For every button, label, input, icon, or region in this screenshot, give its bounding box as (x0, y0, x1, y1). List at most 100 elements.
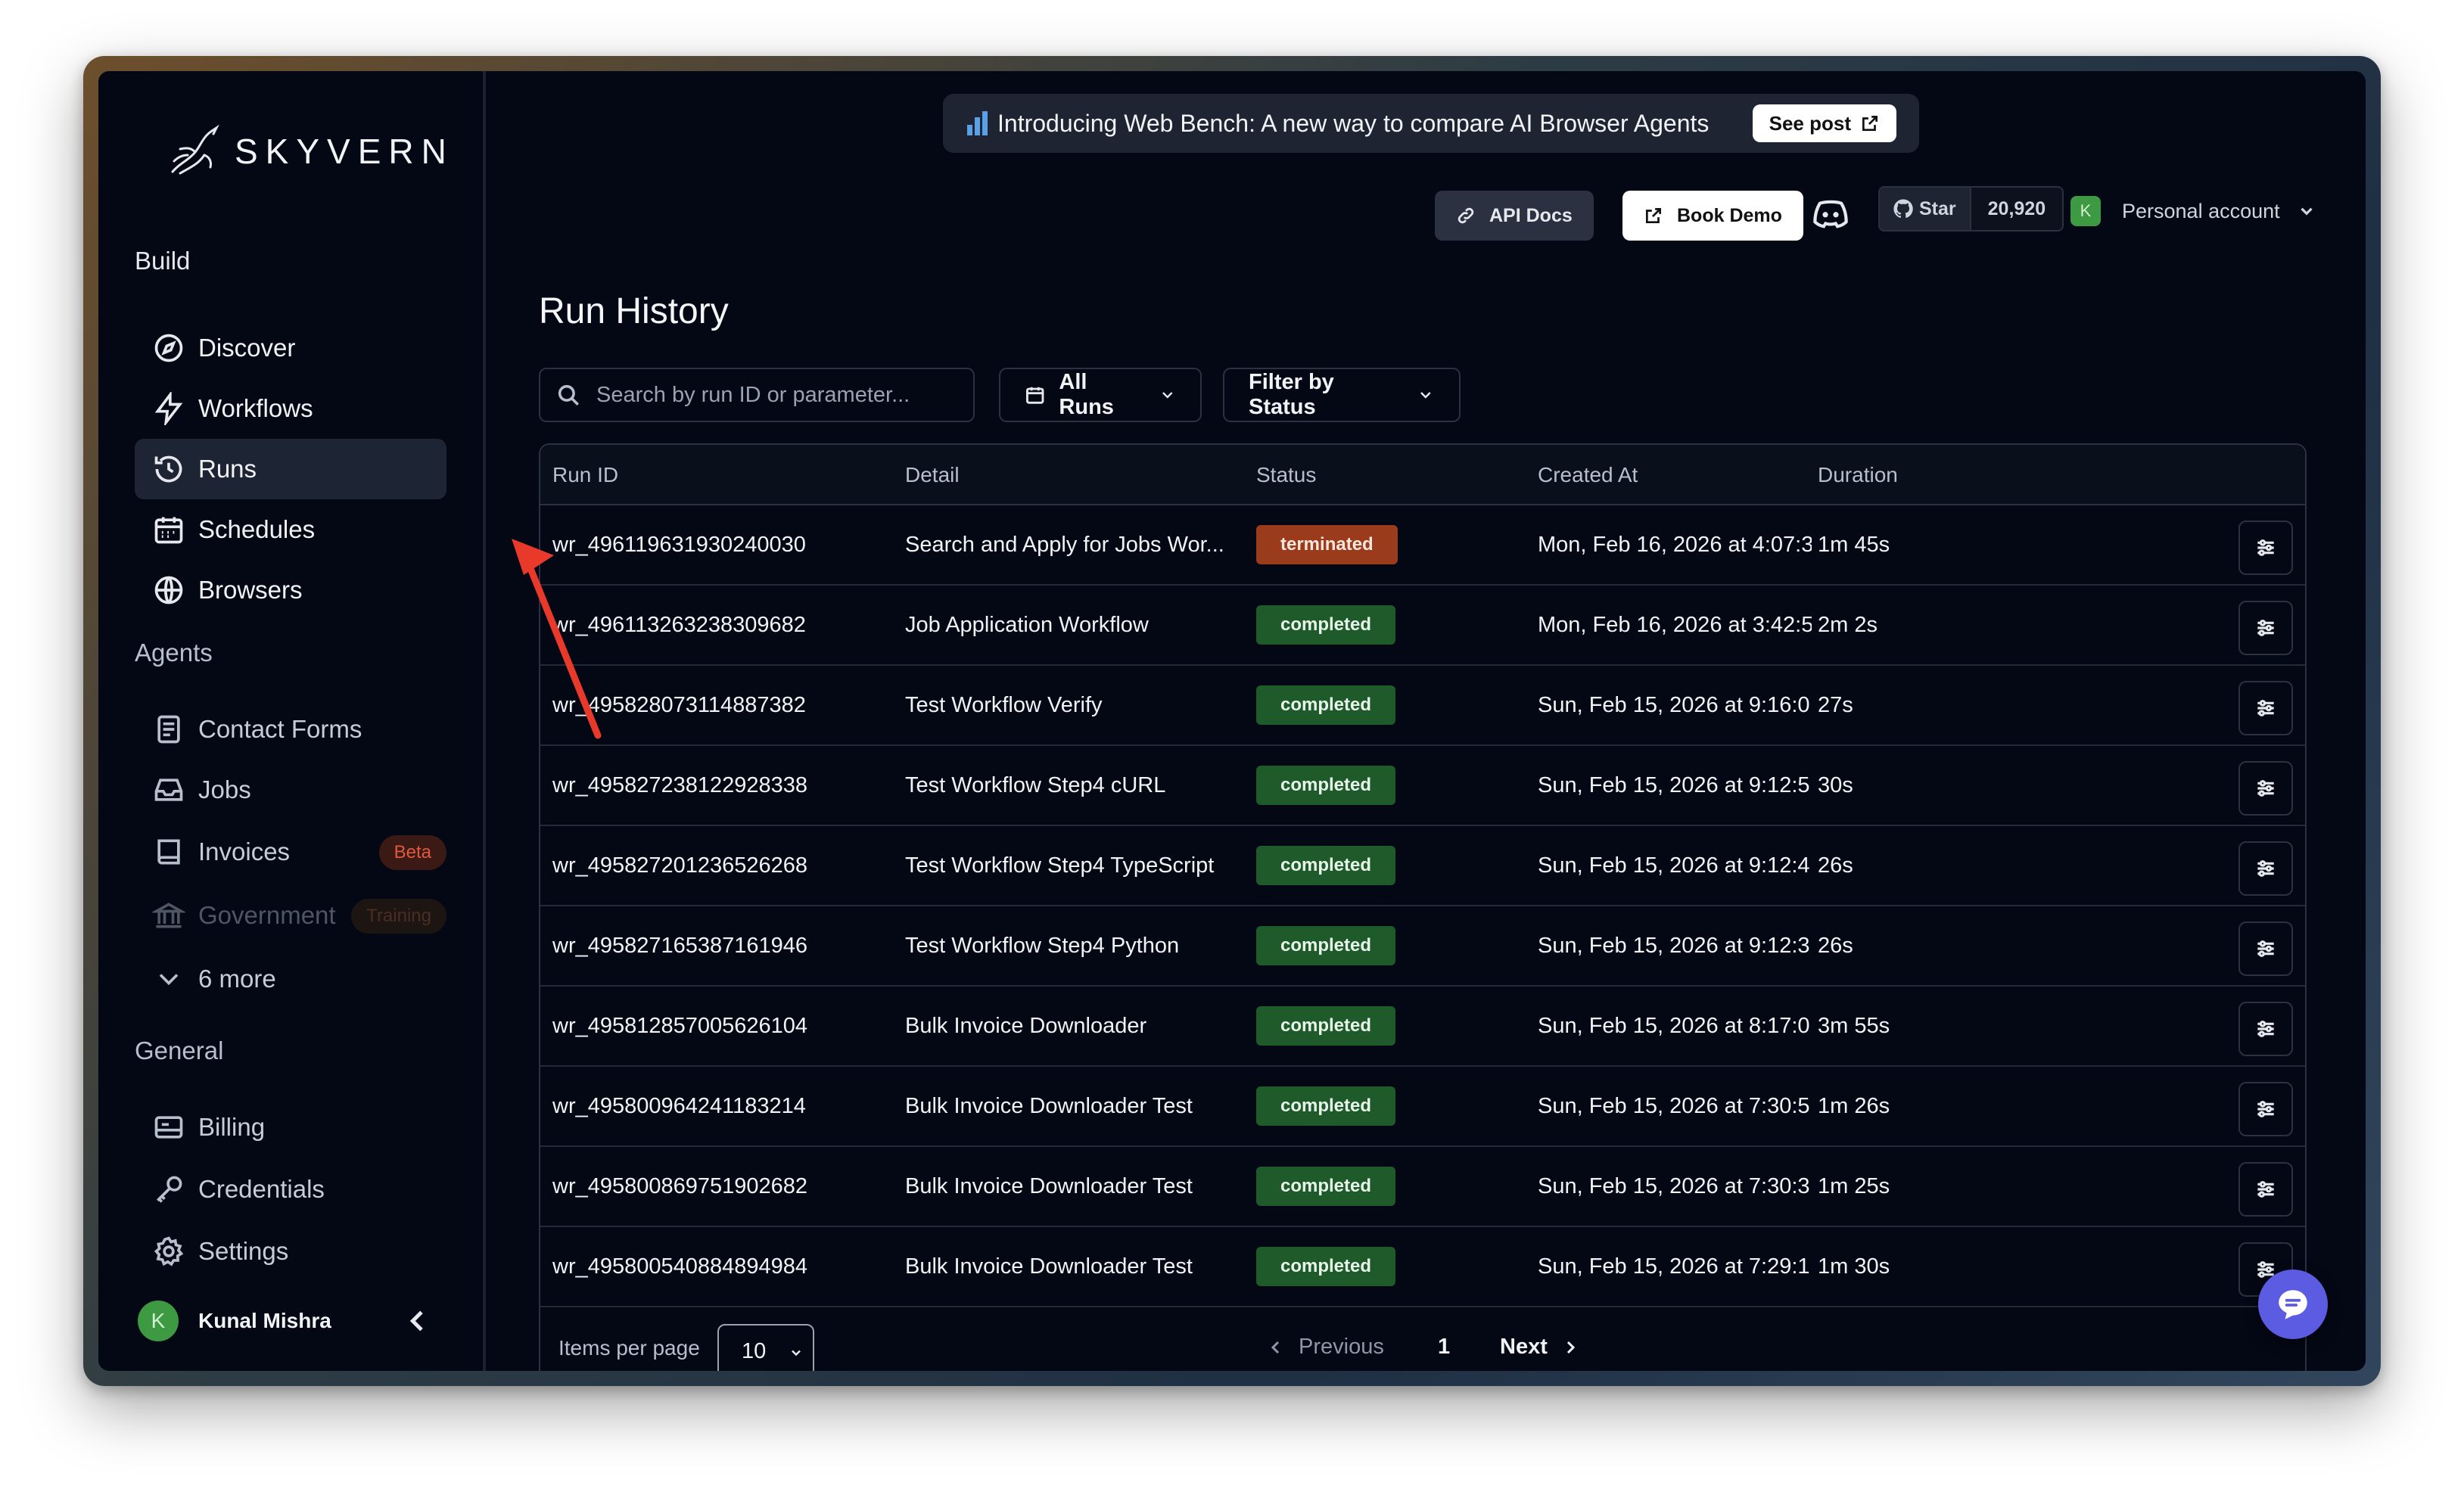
sidebar-item-credentials[interactable]: Credentials (135, 1159, 446, 1220)
created-at-cell: Sun, Feb 15, 2026 at 9:12:4 (1538, 853, 1810, 878)
account-switcher[interactable]: K Personal account (2070, 192, 2316, 230)
sidebar-item-contact-forms[interactable]: Contact Forms (135, 699, 446, 760)
detail-cell: Test Workflow Verify (905, 692, 1103, 717)
chevron-right-icon (1566, 1341, 1575, 1353)
table-row[interactable]: wr_495827201236526268 Test Workflow Step4… (540, 826, 2305, 906)
run-id-cell[interactable]: wr_495812857005626104 (552, 1013, 808, 1038)
discord-icon[interactable] (1807, 191, 1854, 238)
book-demo-label: Book Demo (1677, 204, 1782, 226)
search-box[interactable] (539, 368, 975, 422)
github-star-button[interactable]: Star (1880, 188, 1970, 230)
run-id-cell[interactable]: wr_495800964241183214 (552, 1093, 806, 1118)
run-settings-button[interactable] (2238, 681, 2293, 735)
logo[interactable]: SKYVERN (157, 113, 454, 189)
chat-widget-button[interactable] (2258, 1270, 2328, 1339)
run-id-cell[interactable]: wr_495827201236526268 (552, 853, 808, 878)
created-at-cell: Sun, Feb 15, 2026 at 7:30:3 (1538, 1173, 1810, 1198)
sidebar-item-schedules[interactable]: Schedules (135, 499, 446, 560)
sidebar-item-jobs[interactable]: Jobs (135, 760, 446, 820)
filter-status-dropdown[interactable]: Filter by Status (1223, 368, 1461, 422)
sidebar-item-label: 6 more (198, 965, 276, 993)
sliders-icon (2257, 620, 2274, 636)
chevron-down-icon (792, 1350, 801, 1357)
table-row[interactable]: wr_495827165387161946 Test Workflow Step4… (540, 906, 2305, 987)
run-id-cell[interactable]: wr_496119631930240030 (552, 532, 806, 557)
items-per-page-select[interactable]: 10 (717, 1324, 814, 1371)
sidebar-item-browsers[interactable]: Browsers (135, 560, 446, 620)
chevron-down-icon (1162, 392, 1172, 399)
announcement-banner[interactable]: Introducing Web Bench: A new way to comp… (943, 94, 1919, 153)
run-id-cell[interactable]: wr_495827238122928338 (552, 772, 808, 797)
previous-page-button[interactable]: Previous (1267, 1335, 1384, 1360)
sidebar-item-more[interactable]: 6 more (135, 949, 446, 1009)
landmark-icon (151, 898, 186, 933)
run-settings-button[interactable] (2238, 1082, 2293, 1136)
account-avatar: K (2070, 196, 2101, 226)
column-header-status[interactable]: Status (1256, 463, 1317, 486)
sidebar-item-billing[interactable]: Billing (135, 1097, 446, 1158)
sliders-icon (2257, 700, 2274, 716)
current-page-number[interactable]: 1 (1438, 1335, 1451, 1359)
run-settings-button[interactable] (2238, 1162, 2293, 1217)
collapse-sidebar-icon[interactable] (403, 1306, 433, 1336)
column-header-duration[interactable]: Duration (1818, 463, 1898, 486)
see-post-button[interactable]: See post (1752, 104, 1896, 142)
sidebar-item-label: Browsers (198, 576, 303, 604)
run-settings-button[interactable] (2238, 521, 2293, 575)
run-id-cell[interactable]: wr_495800540884894984 (552, 1254, 808, 1279)
chat-icon (2279, 1290, 2307, 1319)
main-content: Introducing Web Bench: A new way to comp… (489, 71, 2366, 1371)
table-row[interactable]: wr_495828073114887382 Test Workflow Verif… (540, 666, 2305, 746)
book-demo-button[interactable]: Book Demo (1622, 191, 1803, 241)
duration-cell: 1m 45s (1818, 532, 1890, 557)
run-settings-button[interactable] (2238, 1002, 2293, 1056)
sliders-icon (2257, 1181, 2274, 1198)
run-id-cell[interactable]: wr_495828073114887382 (552, 692, 806, 717)
link-icon (1458, 207, 1474, 224)
section-title-agents: Agents (135, 639, 213, 667)
run-id-cell[interactable]: wr_496113263238309682 (552, 612, 806, 637)
github-star-widget[interactable]: Star 20,920 (1878, 186, 2064, 232)
sidebar-item-runs[interactable]: Runs (135, 439, 446, 499)
column-header-created-at[interactable]: Created At (1538, 463, 1638, 486)
table-row[interactable]: wr_495800964241183214 Bulk Invoice Downlo… (540, 1067, 2305, 1147)
status-badge: terminated (1256, 525, 1398, 564)
table-row[interactable]: wr_495800540884894984 Bulk Invoice Downlo… (540, 1227, 2305, 1307)
next-label: Next (1500, 1335, 1548, 1359)
detail-cell: Search and Apply for Jobs Wor... (905, 532, 1224, 557)
sidebar-item-label: Credentials (198, 1175, 325, 1203)
status-badge: completed (1256, 1086, 1396, 1126)
sidebar-item-workflows[interactable]: Workflows (135, 378, 446, 439)
run-id-cell[interactable]: wr_495800869751902682 (552, 1173, 808, 1198)
status-cell: completed (1256, 1227, 1514, 1306)
table-row[interactable]: wr_495812857005626104 Bulk Invoice Downlo… (540, 987, 2305, 1067)
table-row[interactable]: wr_496119631930240030 Search and Apply fo… (540, 505, 2305, 586)
sidebar-item-settings[interactable]: Settings (135, 1221, 446, 1282)
column-header-detail[interactable]: Detail (905, 463, 960, 486)
previous-label: Previous (1299, 1335, 1384, 1359)
form-icon (151, 712, 186, 747)
created-at-cell: Sun, Feb 15, 2026 at 9:12:5 (1538, 772, 1810, 797)
sliders-icon (2257, 1021, 2274, 1037)
user-profile[interactable]: K Kunal Mishra (135, 1298, 446, 1344)
run-settings-button[interactable] (2238, 761, 2293, 816)
status-cell: completed (1256, 746, 1514, 825)
run-settings-button[interactable] (2238, 921, 2293, 976)
next-page-button[interactable]: Next (1500, 1335, 1579, 1360)
table-row[interactable]: wr_496113263238309682 Job Application Wor… (540, 586, 2305, 666)
table-row[interactable]: wr_495827238122928338 Test Workflow Step4… (540, 746, 2305, 826)
run-settings-button[interactable] (2238, 601, 2293, 655)
run-id-cell[interactable]: wr_495827165387161946 (552, 933, 808, 958)
page-title: Run History (539, 291, 729, 331)
api-docs-button[interactable]: API Docs (1435, 191, 1594, 241)
search-input[interactable] (596, 382, 944, 408)
table-row[interactable]: wr_495800869751902682 Bulk Invoice Downlo… (540, 1147, 2305, 1227)
all-runs-dropdown[interactable]: All Runs (999, 368, 1202, 422)
sidebar-item-government[interactable]: Government Training (135, 885, 446, 946)
sidebar-item-invoices[interactable]: Invoices Beta (135, 822, 446, 882)
column-header-run-id[interactable]: Run ID (552, 463, 619, 486)
run-settings-button[interactable] (2238, 841, 2293, 896)
sidebar-item-discover[interactable]: Discover (135, 318, 446, 378)
status-cell: completed (1256, 1147, 1514, 1226)
sliders-icon (2257, 860, 2274, 877)
